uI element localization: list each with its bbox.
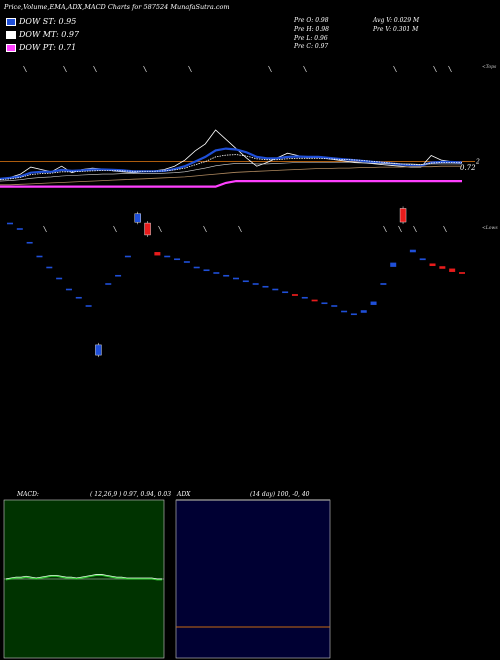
candle-body-27 [272,288,279,291]
series-line-pt [0,180,462,188]
candle-body-5 [56,277,63,280]
candle-body-1 [16,228,23,230]
adx-label: ADX [177,491,191,498]
top-marker-0 [23,65,27,73]
series-line-ema_mid [0,154,462,181]
tops-label: <Tops [482,64,497,70]
candle-body-28 [282,291,289,294]
legend-label-st: DOW ST: 0.95 [19,17,77,26]
top-marker-1 [63,65,67,73]
ohlc-low: Pre L: 0.96 [294,35,328,42]
macd-signal-line [5,574,162,581]
ohlc-close: Pre C: 0.97 [294,43,329,50]
candle-body-8 [85,305,92,307]
candle-body-19 [193,266,200,269]
baseline-label: 2 [475,159,480,166]
candle-body-20 [203,269,210,272]
lows-label: <Lows [482,225,498,231]
ohlc-open: Pre O: 0.98 [294,17,329,24]
legend-swatch-st [6,18,16,26]
candle-body-37 [370,301,377,305]
ohlc-avg-volume: Avg V: 0.029 M [373,17,420,24]
low-marker-5 [383,225,387,233]
candle-body-3 [36,255,43,258]
candle-body-11 [115,274,122,277]
candle-body-23 [233,277,239,280]
series-line-ema_short [0,147,463,180]
candle-body-17 [174,258,181,261]
top-marker-9 [448,65,452,73]
low-marker-3 [203,225,207,233]
low-marker-1 [113,225,117,233]
candle-body-36 [360,310,367,313]
series-line-ema_long [0,162,462,182]
candle-body-4 [46,266,53,269]
candle-body-31 [311,299,318,302]
candle-body-2 [26,241,33,244]
candle-body-39 [390,262,397,267]
top-marker-2 [93,65,97,73]
candle-body-12 [124,255,131,258]
candle-body-14 [144,222,151,236]
candle-body-40 [399,208,407,223]
candle-body-32 [321,302,328,305]
ohlc-pre-volume: Pre V: 0.301 M [373,26,419,33]
candle-body-15 [154,252,161,256]
pt-label: 0.72 [460,164,476,172]
legend-label-pt: DOW PT: 0.71 [19,43,77,52]
candle-body-22 [223,274,230,277]
macd-params: ( 12,26,9 ) 0.97, 0.94, 0.03 [90,491,172,498]
candle-body-0 [7,222,13,225]
candle-body-45 [449,268,456,272]
candle-body-10 [105,283,112,285]
candle-body-44 [439,266,446,269]
macd-line [5,574,162,580]
top-marker-4 [188,65,192,73]
candle-body-26 [262,285,269,288]
candle-body-7 [75,296,82,299]
candle-body-6 [65,288,72,291]
candle-body-33 [331,305,338,307]
top-marker-5 [268,65,272,73]
low-marker-2 [158,225,162,233]
adx-params: (14 day) 100, -0, 40 [250,491,310,498]
candle-body-30 [301,296,308,299]
candle-body-24 [242,280,249,283]
candle-body-29 [291,294,298,296]
candle-body-34 [341,310,348,313]
candle-body-9 [95,344,102,356]
low-marker-0 [43,225,47,233]
chart-title: Price,Volume,EMA,ADX,MACD Charts for 587… [4,3,230,11]
candle-body-18 [183,261,190,263]
candle-body-16 [164,255,171,258]
top-marker-7 [393,65,397,73]
adx-panel-bg [175,499,331,659]
legend-label-mt: DOW MT: 0.97 [19,30,80,39]
top-marker-3 [143,65,147,73]
low-marker-7 [413,225,417,233]
candle-body-41 [409,249,416,253]
low-marker-4 [238,225,242,233]
candle-body-38 [380,283,387,285]
low-marker-6 [398,225,402,233]
top-marker-8 [433,65,437,73]
candle-body-43 [429,263,436,267]
candle-body-46 [459,272,465,274]
candle-body-13 [134,213,141,223]
legend-swatch-mt [6,31,16,39]
top-marker-6 [303,65,307,73]
series-line-ema_xlong [0,165,462,186]
candle-body-21 [213,272,220,274]
ohlc-high: Pre H: 0.98 [294,26,329,33]
candle-body-42 [419,258,426,261]
candle-body-35 [350,313,357,316]
legend-swatch-pt [6,44,16,52]
candle-body-25 [252,283,259,285]
low-marker-8 [443,225,447,233]
macd-label: MACD: [17,491,39,498]
